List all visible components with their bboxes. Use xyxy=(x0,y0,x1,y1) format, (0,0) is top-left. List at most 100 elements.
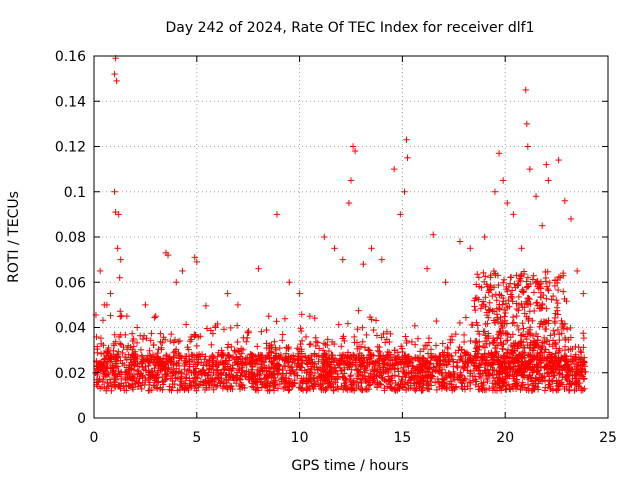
data-point xyxy=(515,307,522,314)
data-point xyxy=(483,375,491,383)
data-point xyxy=(245,327,252,335)
data-point xyxy=(511,280,518,288)
y-tick-label: 0.04 xyxy=(55,321,86,337)
data-point xyxy=(297,364,304,371)
data-point xyxy=(475,274,483,281)
data-point xyxy=(137,346,145,354)
data-point xyxy=(445,358,452,365)
data-point xyxy=(461,375,468,382)
data-point xyxy=(198,358,205,366)
data-point xyxy=(352,362,359,369)
y-tick-label: 0.02 xyxy=(55,366,86,382)
data-point xyxy=(346,375,353,383)
data-point xyxy=(130,366,138,374)
data-point xyxy=(167,337,174,345)
x-tick-label: 10 xyxy=(291,430,309,446)
data-point xyxy=(386,338,393,346)
data-point xyxy=(216,379,224,386)
data-point xyxy=(508,287,516,294)
data-point xyxy=(319,347,327,354)
data-point xyxy=(448,387,456,394)
data-point xyxy=(572,351,580,358)
data-point xyxy=(431,379,439,386)
data-point-outlier xyxy=(467,245,474,252)
data-point-outlier xyxy=(96,267,104,275)
data-point xyxy=(247,359,254,367)
data-point xyxy=(210,386,217,393)
data-point xyxy=(532,375,540,383)
data-point xyxy=(554,299,561,307)
x-tick-label: 5 xyxy=(192,430,201,446)
data-point-outlier xyxy=(499,177,507,184)
data-point xyxy=(297,327,305,335)
data-point-outlier xyxy=(113,77,120,85)
data-point xyxy=(182,380,189,387)
data-point-outlier xyxy=(255,265,262,272)
data-point xyxy=(568,365,575,373)
data-point xyxy=(549,292,557,300)
data-point xyxy=(249,363,256,371)
data-point xyxy=(577,348,584,355)
data-point xyxy=(257,376,265,383)
data-point xyxy=(163,375,171,383)
data-point xyxy=(269,359,276,367)
data-point-outlier xyxy=(296,290,303,297)
data-point xyxy=(513,376,521,383)
data-point xyxy=(338,343,345,350)
data-point xyxy=(412,367,419,374)
data-point xyxy=(581,385,588,392)
data-point xyxy=(133,339,141,347)
data-point xyxy=(203,384,210,391)
data-point xyxy=(397,358,405,365)
data-point xyxy=(368,351,376,359)
data-point xyxy=(418,387,425,394)
data-point xyxy=(344,360,352,368)
data-point xyxy=(503,382,511,389)
data-point xyxy=(97,334,105,342)
data-point-outlier xyxy=(117,256,124,263)
data-point xyxy=(171,336,179,344)
data-point xyxy=(533,383,541,391)
data-point xyxy=(188,351,195,359)
data-point xyxy=(488,360,496,368)
data-point xyxy=(519,379,526,386)
data-point xyxy=(354,370,361,378)
data-point xyxy=(299,359,306,366)
data-point xyxy=(273,318,280,325)
data-point xyxy=(567,334,575,341)
data-point xyxy=(447,336,454,344)
data-point xyxy=(510,375,517,382)
data-point xyxy=(280,385,288,393)
data-point xyxy=(554,326,562,334)
data-point-outlier xyxy=(179,267,186,275)
data-point xyxy=(221,360,229,367)
data-point-outlier xyxy=(491,188,499,195)
data-point xyxy=(326,380,333,387)
data-point xyxy=(266,349,273,357)
data-point-outlier xyxy=(142,301,149,309)
data-point-outlier xyxy=(224,290,231,297)
data-point xyxy=(342,375,349,382)
data-point-outlier xyxy=(545,177,552,184)
data-point xyxy=(530,386,537,393)
data-point xyxy=(454,364,461,371)
data-point xyxy=(115,353,122,360)
data-point-outlier xyxy=(401,188,408,195)
data-point xyxy=(438,366,446,373)
data-point xyxy=(327,367,334,374)
data-point xyxy=(262,356,270,363)
data-point xyxy=(556,347,563,355)
data-point xyxy=(418,373,425,381)
data-point xyxy=(162,370,169,378)
data-point xyxy=(224,341,232,348)
data-point-outlier xyxy=(404,154,411,162)
data-point xyxy=(425,365,432,373)
data-point xyxy=(97,367,105,375)
data-point xyxy=(432,342,440,349)
data-point xyxy=(377,366,384,373)
data-point xyxy=(513,322,521,330)
data-point xyxy=(272,381,279,388)
data-point xyxy=(403,337,410,345)
data-point xyxy=(474,270,481,278)
